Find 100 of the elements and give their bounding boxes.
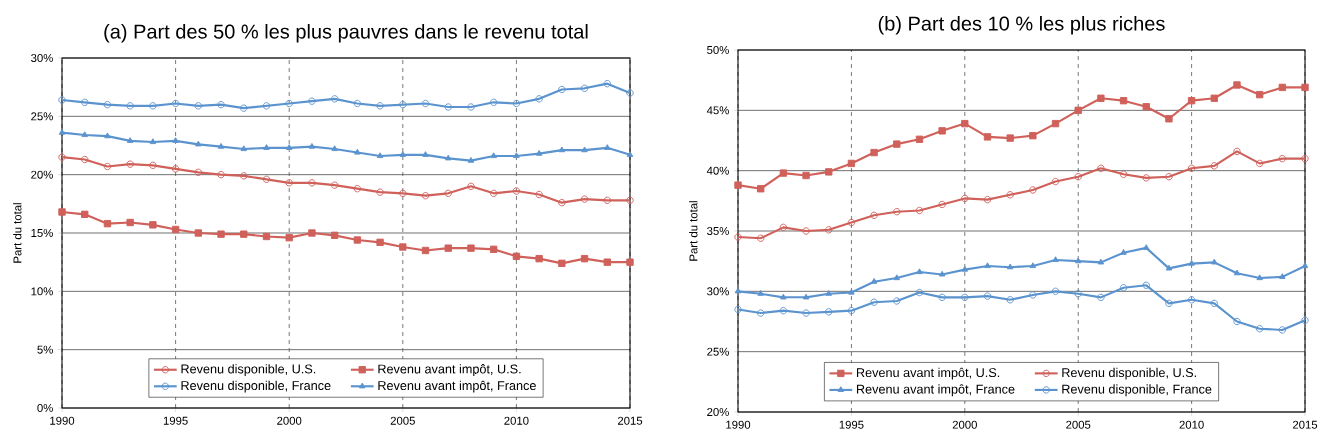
y-tick-label: 0%: [37, 404, 53, 413]
point: [1165, 299, 1173, 308]
point: [757, 290, 764, 296]
point: [802, 309, 810, 317]
point: [399, 101, 407, 109]
point: [1142, 103, 1150, 111]
point: [558, 199, 566, 207]
point: [870, 278, 878, 284]
point: [1255, 90, 1264, 99]
chart-title: (b) Part des 10 % les plus riches: [878, 15, 1165, 35]
x-tick-label: 2015: [617, 416, 643, 425]
point: [893, 208, 901, 216]
point: [58, 96, 66, 104]
point: [780, 293, 787, 300]
point: [126, 102, 134, 110]
point: [240, 104, 248, 112]
point: [240, 145, 248, 152]
point: [535, 190, 543, 199]
point: [308, 179, 316, 187]
point: [1074, 257, 1082, 264]
point: [603, 80, 611, 88]
point: [217, 143, 225, 149]
point: [802, 227, 810, 235]
point: [1210, 94, 1218, 102]
point: [580, 84, 589, 92]
point: [262, 175, 271, 183]
point: [262, 102, 271, 110]
point: [580, 195, 589, 203]
point: [263, 144, 270, 150]
point: [535, 95, 543, 103]
point: [535, 150, 543, 156]
point: [893, 140, 901, 148]
point: [308, 143, 316, 149]
point: [376, 238, 384, 246]
point: [1006, 296, 1014, 304]
point: [734, 181, 742, 189]
point: [961, 119, 969, 128]
point: [916, 268, 923, 275]
point: [285, 99, 293, 108]
x-tick-label: 2005: [390, 416, 415, 425]
point: [376, 102, 384, 110]
point: [1233, 81, 1241, 89]
point: [513, 152, 520, 159]
legend-label: Revenu disponible, France: [1062, 384, 1212, 397]
point: [512, 187, 521, 195]
point: [1301, 83, 1309, 92]
point: [734, 287, 742, 294]
point: [757, 309, 765, 317]
point: [1278, 154, 1286, 163]
point: [603, 196, 611, 204]
point: [376, 188, 384, 196]
point: [581, 146, 588, 153]
point: [58, 208, 66, 216]
point: [558, 259, 566, 267]
point: [149, 161, 157, 169]
point: [330, 181, 339, 189]
y-tick-label: 5%: [37, 345, 53, 354]
point: [103, 162, 112, 171]
point: [422, 151, 429, 157]
point: [421, 99, 430, 108]
point: [353, 236, 362, 244]
point: [126, 137, 134, 143]
point: [1029, 186, 1037, 194]
point: [376, 152, 384, 159]
point: [262, 232, 271, 241]
point: [1301, 154, 1309, 163]
point: [1052, 256, 1059, 263]
chart-title: (a) Part des 50 % les plus pauvres dans le revenu total: [104, 23, 588, 43]
point: [893, 274, 901, 281]
point: [353, 99, 362, 108]
point: [1188, 259, 1195, 266]
point: [444, 189, 452, 197]
point: [1233, 269, 1241, 276]
point: [421, 246, 430, 255]
point: [779, 169, 788, 177]
point: [104, 132, 111, 139]
point: [103, 220, 112, 228]
point: [1051, 287, 1060, 295]
y-axis-title: Part du total: [689, 201, 698, 261]
point: [1006, 134, 1014, 142]
y-tick-label: 20%: [31, 170, 53, 179]
point: [1279, 273, 1286, 279]
point: [331, 145, 338, 152]
point: [81, 131, 88, 138]
point: [604, 144, 611, 150]
point: [847, 159, 856, 168]
point: [580, 255, 589, 263]
point: [983, 195, 992, 204]
point: [103, 101, 112, 109]
point: [893, 297, 901, 305]
point: [1211, 258, 1218, 265]
y-axis-title: Part du total: [13, 203, 22, 263]
point: [126, 218, 134, 227]
point: [81, 210, 89, 218]
point: [194, 168, 202, 176]
point: [171, 225, 180, 234]
point: [421, 192, 430, 200]
y-tick-label: 10%: [31, 287, 53, 296]
legend-label: Revenu disponible, France: [181, 380, 331, 393]
point: [1255, 325, 1264, 333]
